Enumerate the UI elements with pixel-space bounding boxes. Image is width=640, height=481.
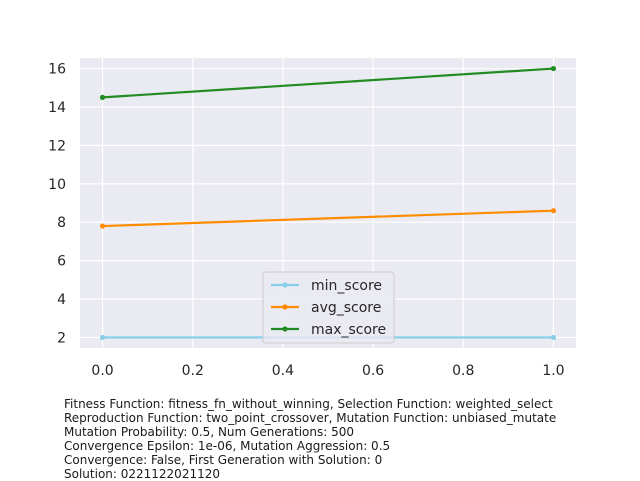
y-tick-label: 14 — [48, 100, 66, 116]
x-tick-label: 0.0 — [91, 363, 113, 379]
y-axis-ticks: 2 4 6 8 10 12 14 16 — [48, 62, 66, 347]
grid — [80, 58, 576, 348]
y-tick-label: 2 — [57, 330, 66, 346]
legend-label-max_score: max_score — [311, 322, 386, 338]
caption-line-convergence-epsilon: Convergence Epsilon: 1e-06, Mutation Agg… — [64, 439, 391, 453]
series-line-max_score — [102, 67, 554, 99]
x-axis-ticks: 0.0 0.2 0.4 0.6 0.8 1.0 — [91, 363, 564, 379]
legend-label-avg_score: avg_score — [311, 300, 381, 316]
caption-line-fitness: Fitness Function: fitness_fn_without_win… — [64, 397, 553, 411]
series-line-avg_score — [102, 209, 554, 228]
data-point-min_score — [99, 334, 106, 341]
data-point-max_score — [550, 65, 557, 72]
caption-line-convergence: Convergence: False, First Generation wit… — [64, 453, 383, 467]
data-point-avg_score — [550, 208, 557, 214]
y-tick-label: 16 — [48, 62, 66, 78]
caption-line-mutation: Mutation Probability: 0.5, Num Generatio… — [64, 425, 354, 439]
data-point-max_score — [99, 94, 106, 100]
legend-marker-max_score — [282, 326, 288, 332]
y-tick-label: 4 — [57, 292, 66, 308]
data-point-avg_score — [99, 223, 106, 229]
x-tick-label: 1.0 — [542, 363, 564, 379]
caption-line-solution: Solution: 0221122021120 — [64, 467, 220, 481]
y-tick-label: 12 — [48, 138, 66, 154]
y-tick-label: 6 — [57, 254, 66, 270]
x-tick-label: 0.6 — [362, 363, 384, 379]
x-tick-label: 0.4 — [272, 363, 294, 379]
legend: min_score avg_score max_score — [262, 271, 395, 344]
legend-marker-min_score — [282, 282, 288, 288]
legend-box — [262, 271, 395, 344]
data-point-min_score — [550, 334, 557, 341]
line-chart: 0.0 0.2 0.4 0.6 0.8 1.0 2 4 6 8 10 12 14 16 min_scor… — [48, 58, 576, 379]
y-tick-label: 8 — [57, 215, 66, 231]
legend-marker-avg_score — [282, 304, 288, 310]
legend-label-min_score: min_score — [311, 278, 382, 294]
caption-line-reproduction: Reproduction Function: two_point_crossov… — [64, 411, 557, 425]
x-tick-label: 0.8 — [452, 363, 474, 379]
y-tick-label: 10 — [48, 177, 66, 193]
run-parameters-caption: Fitness Function: fitness_fn_without_win… — [64, 397, 634, 481]
x-tick-label: 0.2 — [182, 363, 204, 379]
